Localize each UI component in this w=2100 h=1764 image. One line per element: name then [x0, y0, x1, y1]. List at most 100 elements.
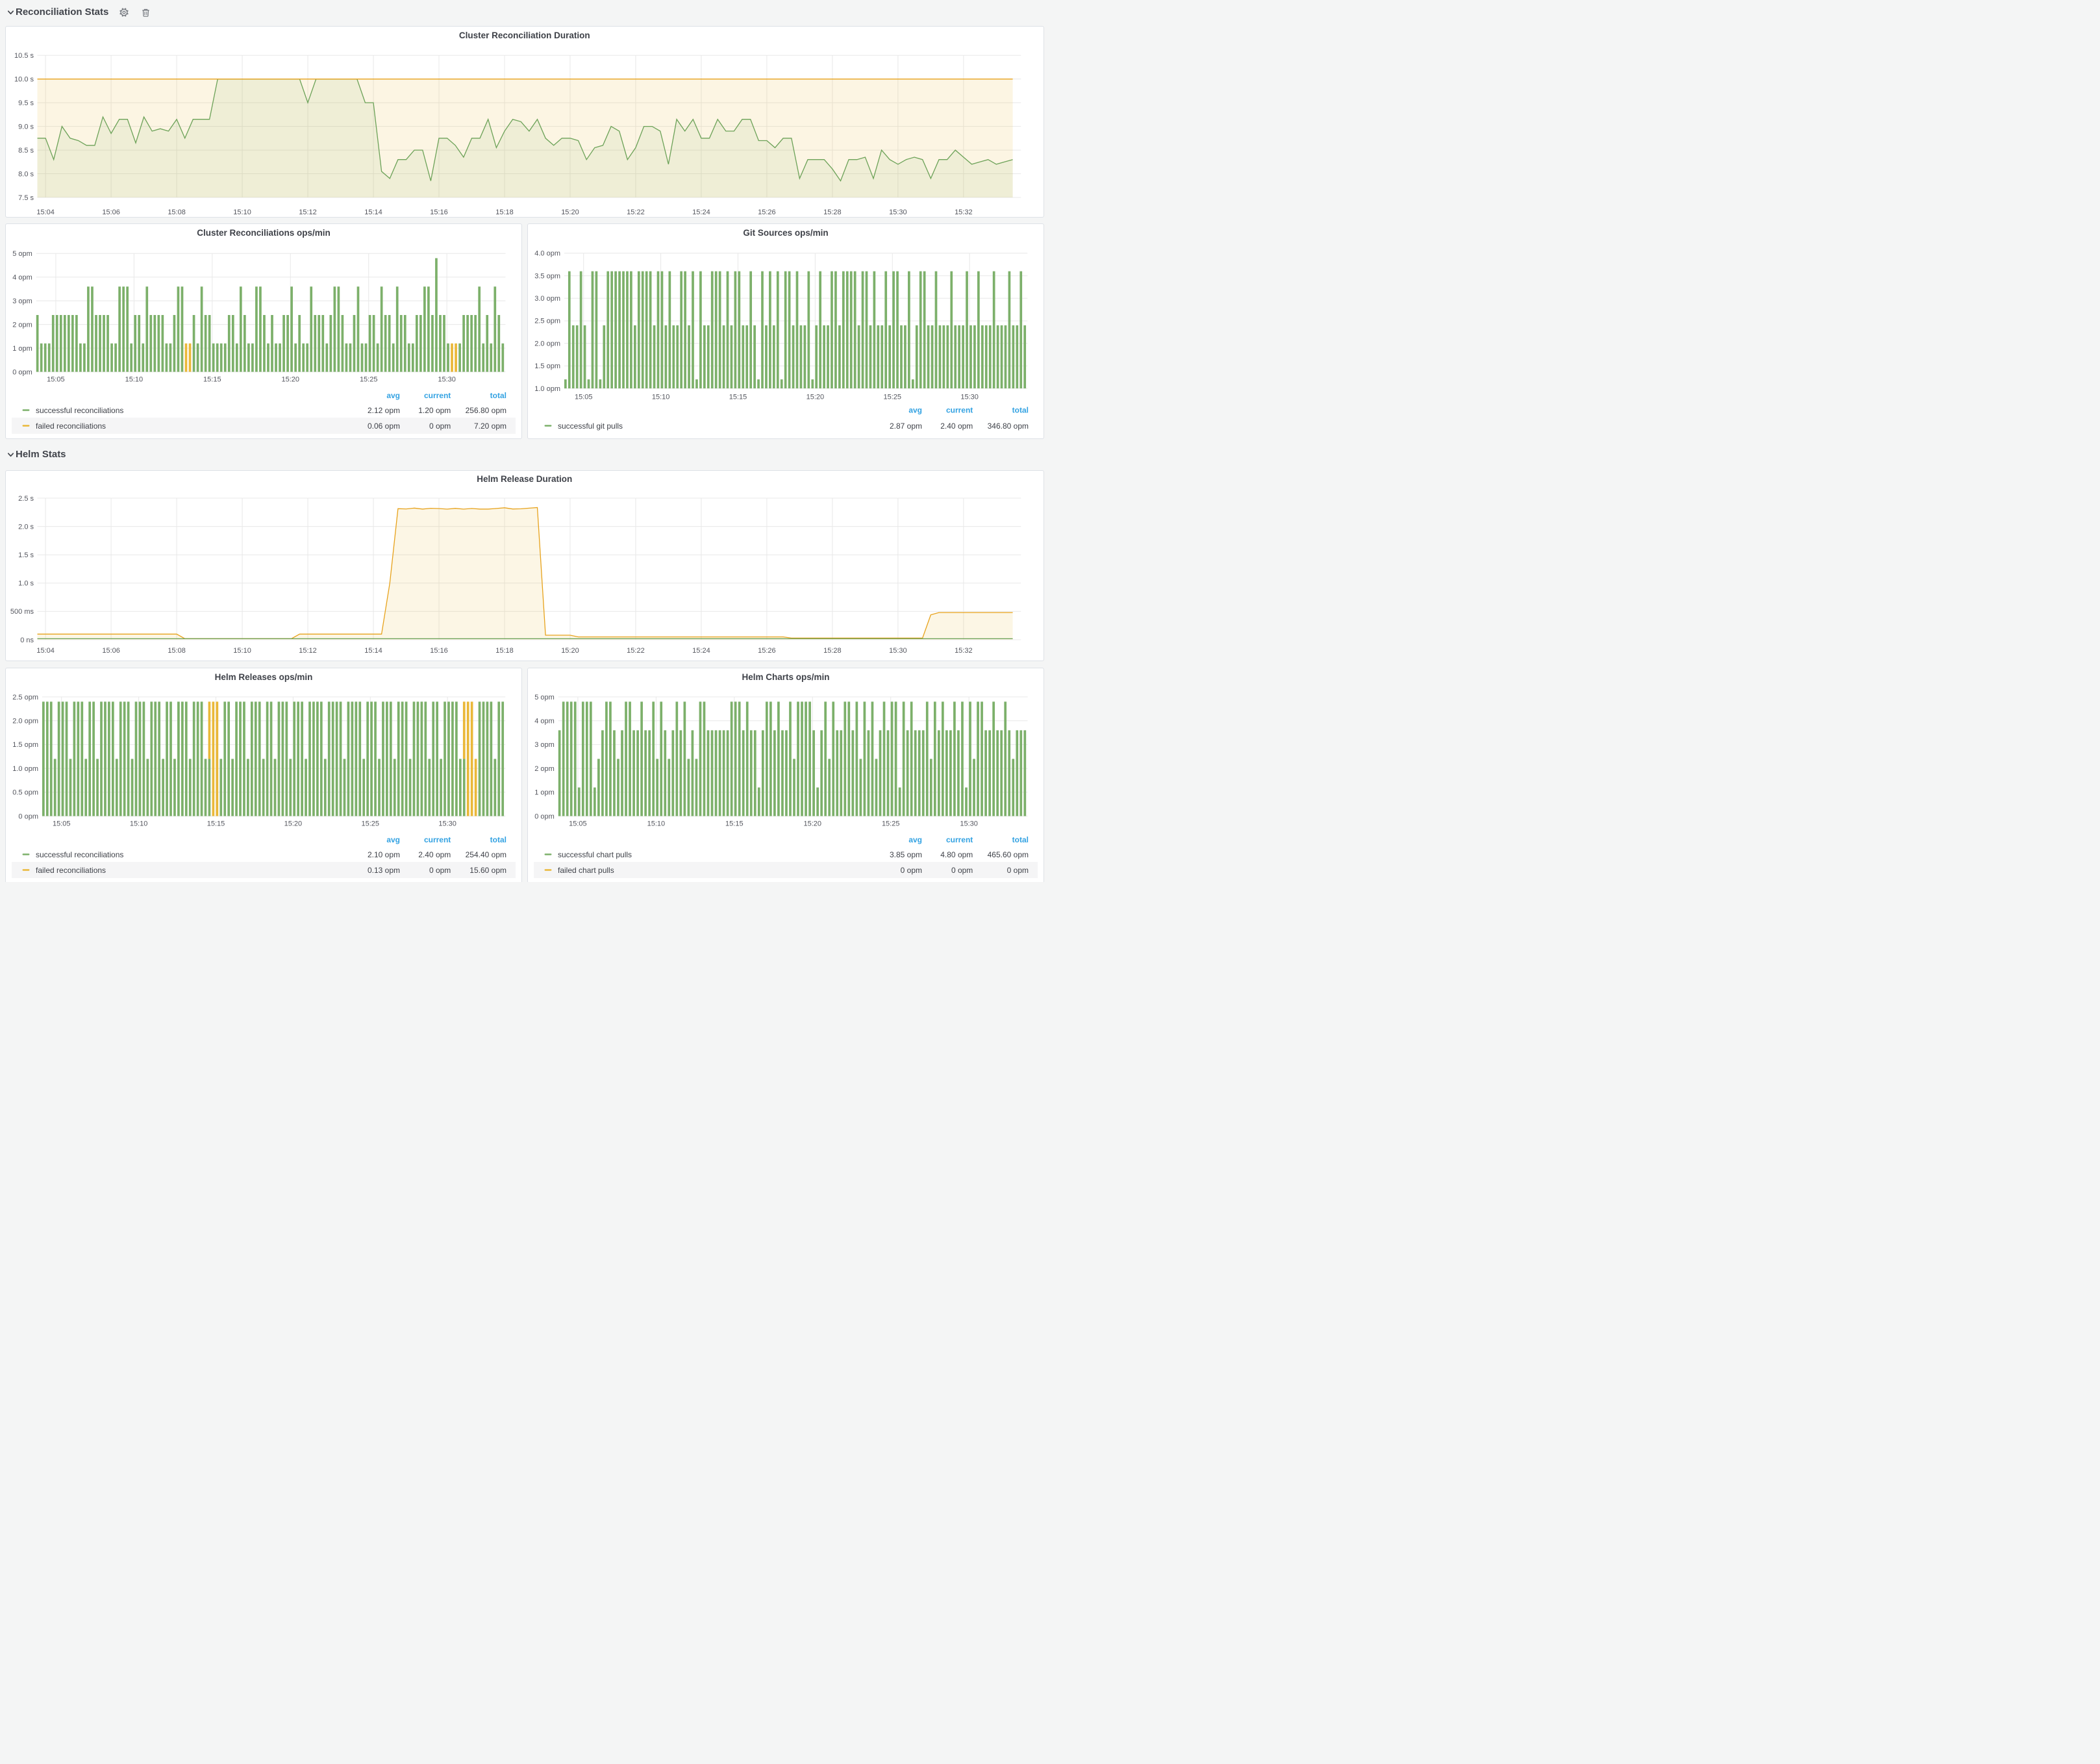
svg-text:15:26: 15:26 — [758, 647, 776, 655]
svg-text:15:05: 15:05 — [575, 393, 593, 401]
svg-text:15:10: 15:10 — [130, 820, 148, 828]
svg-text:3.5 opm: 3.5 opm — [534, 272, 560, 280]
svg-text:2.5 opm: 2.5 opm — [12, 694, 38, 701]
svg-text:1 opm: 1 opm — [534, 789, 555, 797]
svg-text:15:08: 15:08 — [168, 208, 186, 216]
svg-text:3 opm: 3 opm — [12, 297, 32, 305]
svg-text:10.5 s: 10.5 s — [14, 52, 34, 60]
svg-text:0.06 opm: 0.06 opm — [368, 421, 400, 430]
svg-text:15:28: 15:28 — [823, 208, 842, 216]
svg-text:15:20: 15:20 — [803, 820, 821, 828]
svg-text:0 opm: 0 opm — [18, 813, 38, 820]
svg-text:0 opm: 0 opm — [429, 421, 451, 430]
svg-text:avg: avg — [386, 835, 400, 844]
svg-text:1.0 s: 1.0 s — [18, 580, 34, 588]
svg-text:15:18: 15:18 — [495, 647, 514, 655]
svg-text:15:22: 15:22 — [627, 647, 645, 655]
svg-text:15:26: 15:26 — [758, 208, 776, 216]
svg-text:0 opm: 0 opm — [901, 866, 922, 875]
svg-text:15:12: 15:12 — [299, 647, 317, 655]
svg-text:current: current — [946, 405, 973, 414]
svg-text:avg: avg — [908, 835, 922, 844]
svg-text:15:06: 15:06 — [102, 647, 120, 655]
svg-text:3.0 opm: 3.0 opm — [534, 295, 560, 303]
svg-text:15:25: 15:25 — [883, 393, 901, 401]
svg-text:0.13 opm: 0.13 opm — [368, 866, 400, 875]
svg-text:15:30: 15:30 — [438, 375, 456, 383]
svg-text:15:32: 15:32 — [955, 208, 973, 216]
svg-text:15:25: 15:25 — [882, 820, 900, 828]
svg-text:successful reconciliations: successful reconciliations — [36, 850, 123, 859]
svg-text:15:06: 15:06 — [102, 208, 120, 216]
svg-text:15.60 opm: 15.60 opm — [469, 866, 506, 875]
svg-text:successful chart pulls: successful chart pulls — [558, 850, 632, 859]
svg-text:15:30: 15:30 — [960, 393, 979, 401]
svg-text:15:16: 15:16 — [430, 647, 448, 655]
svg-text:15:16: 15:16 — [430, 208, 448, 216]
svg-text:15:08: 15:08 — [168, 647, 186, 655]
svg-text:0 opm: 0 opm — [429, 866, 451, 875]
svg-text:4 opm: 4 opm — [12, 273, 32, 281]
svg-text:0 opm: 0 opm — [1007, 866, 1029, 875]
svg-text:7.5 s: 7.5 s — [18, 194, 34, 201]
svg-text:1.0 opm: 1.0 opm — [534, 384, 560, 392]
svg-text:4.80 opm: 4.80 opm — [940, 850, 973, 859]
svg-text:2.87 opm: 2.87 opm — [890, 421, 922, 430]
svg-text:3 opm: 3 opm — [534, 741, 555, 749]
svg-text:2 opm: 2 opm — [534, 765, 555, 773]
svg-text:avg: avg — [386, 391, 400, 400]
svg-text:0 opm: 0 opm — [12, 368, 32, 376]
svg-text:500 ms: 500 ms — [10, 608, 34, 616]
svg-text:8.5 s: 8.5 s — [18, 146, 34, 154]
svg-text:15:05: 15:05 — [47, 375, 65, 383]
svg-text:successful reconciliations: successful reconciliations — [36, 405, 123, 414]
svg-text:total: total — [1012, 405, 1029, 414]
svg-text:15:20: 15:20 — [806, 393, 825, 401]
svg-text:15:20: 15:20 — [281, 375, 299, 383]
svg-text:15:30: 15:30 — [438, 820, 456, 828]
svg-text:465.60 opm: 465.60 opm — [988, 850, 1029, 859]
svg-text:2.40 opm: 2.40 opm — [940, 421, 973, 430]
svg-text:15:20: 15:20 — [561, 647, 579, 655]
svg-text:15:10: 15:10 — [647, 820, 666, 828]
svg-text:15:30: 15:30 — [889, 208, 907, 216]
svg-text:15:14: 15:14 — [364, 647, 382, 655]
svg-text:total: total — [490, 391, 506, 400]
svg-text:15:12: 15:12 — [299, 208, 317, 216]
svg-text:15:10: 15:10 — [233, 208, 251, 216]
svg-text:2.0 s: 2.0 s — [18, 523, 34, 531]
svg-text:3.85 opm: 3.85 opm — [890, 850, 922, 859]
svg-text:1.5 opm: 1.5 opm — [534, 362, 560, 370]
svg-text:15:25: 15:25 — [361, 820, 379, 828]
svg-text:15:24: 15:24 — [692, 208, 710, 216]
svg-text:15:05: 15:05 — [53, 820, 71, 828]
svg-text:15:10: 15:10 — [652, 393, 670, 401]
svg-text:1.20 opm: 1.20 opm — [418, 405, 451, 414]
svg-text:0 opm: 0 opm — [534, 813, 555, 820]
svg-text:256.80 opm: 256.80 opm — [466, 405, 506, 414]
svg-text:15:10: 15:10 — [125, 375, 144, 383]
svg-text:failed reconciliations: failed reconciliations — [36, 421, 106, 430]
svg-text:15:20: 15:20 — [284, 820, 303, 828]
svg-text:4 opm: 4 opm — [534, 718, 555, 725]
svg-text:2.0 opm: 2.0 opm — [534, 340, 560, 347]
svg-text:5 opm: 5 opm — [534, 694, 555, 701]
svg-text:15:04: 15:04 — [36, 208, 55, 216]
svg-text:15:25: 15:25 — [360, 375, 378, 383]
svg-text:2.5 opm: 2.5 opm — [534, 317, 560, 325]
svg-text:failed reconciliations: failed reconciliations — [36, 866, 106, 875]
svg-text:current: current — [946, 835, 973, 844]
svg-text:2.12 opm: 2.12 opm — [368, 405, 400, 414]
svg-text:total: total — [490, 835, 506, 844]
svg-text:15:14: 15:14 — [364, 208, 382, 216]
svg-text:15:15: 15:15 — [725, 820, 744, 828]
svg-text:15:15: 15:15 — [729, 393, 747, 401]
svg-text:15:22: 15:22 — [627, 208, 645, 216]
svg-text:15:04: 15:04 — [36, 647, 55, 655]
svg-text:1.0 opm: 1.0 opm — [12, 765, 38, 773]
svg-text:254.40 opm: 254.40 opm — [466, 850, 506, 859]
svg-text:0.5 opm: 0.5 opm — [12, 789, 38, 797]
svg-text:7.20 opm: 7.20 opm — [474, 421, 506, 430]
svg-text:2.40 opm: 2.40 opm — [418, 850, 451, 859]
svg-text:15:30: 15:30 — [889, 647, 907, 655]
